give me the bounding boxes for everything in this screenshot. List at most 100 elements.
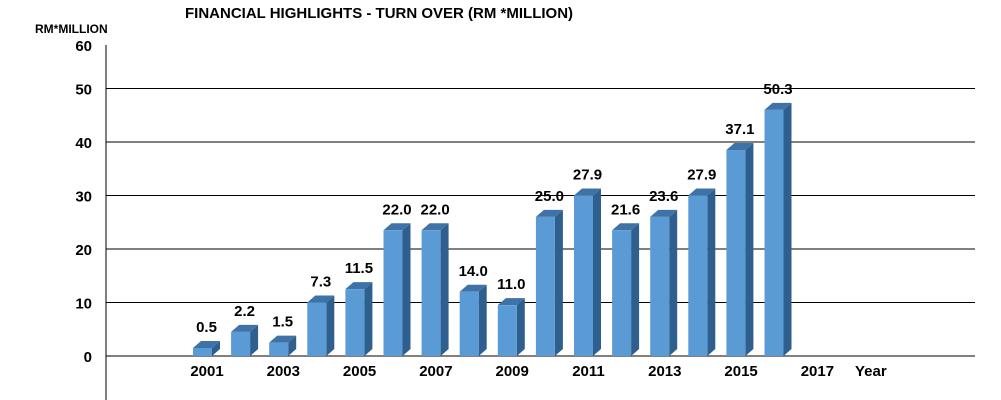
x-axis-label: Year bbox=[855, 363, 887, 380]
bar-top bbox=[193, 340, 220, 348]
bar-front bbox=[421, 230, 441, 356]
y-tick-30: 30 bbox=[75, 189, 92, 206]
bar-front bbox=[383, 230, 403, 356]
bar-front bbox=[193, 347, 212, 356]
bar-top bbox=[383, 223, 411, 231]
data-label-2001: 0.5 bbox=[196, 319, 217, 336]
data-label-2010: 25.0 bbox=[535, 188, 564, 205]
bar-front bbox=[688, 195, 708, 356]
bar-side bbox=[364, 282, 373, 356]
bar-front bbox=[497, 305, 517, 356]
bar-2016 bbox=[764, 102, 792, 357]
bar-2004 bbox=[307, 295, 335, 356]
bar-front bbox=[726, 150, 746, 356]
x-tick-2015: 2015 bbox=[724, 363, 757, 380]
data-label-2013: 23.6 bbox=[649, 188, 678, 205]
bar-front bbox=[231, 331, 251, 356]
bar-top bbox=[231, 324, 259, 332]
data-label-2006: 22.0 bbox=[382, 201, 411, 218]
x-tick-2003: 2003 bbox=[267, 363, 300, 380]
bar-2005 bbox=[345, 282, 373, 356]
bar-2009 bbox=[497, 298, 525, 356]
bar-front bbox=[307, 302, 327, 356]
x-tick-2005: 2005 bbox=[343, 363, 376, 380]
bar-side bbox=[402, 223, 411, 356]
bar-2013 bbox=[650, 209, 678, 356]
data-label-2008: 14.0 bbox=[459, 263, 488, 280]
data-label-2012: 21.6 bbox=[611, 201, 640, 218]
bar-front bbox=[535, 216, 555, 356]
bar-front bbox=[612, 230, 632, 356]
bar-front bbox=[269, 342, 289, 356]
y-tick-0: 0 bbox=[84, 349, 92, 366]
bars bbox=[193, 102, 792, 357]
data-label-2002: 2.2 bbox=[234, 303, 255, 320]
bar-2001 bbox=[193, 340, 220, 356]
data-label-2016: 50.3 bbox=[763, 81, 792, 98]
data-label-2007: 22.0 bbox=[420, 201, 449, 218]
y-axis-unit-label: RM*MILLION bbox=[35, 22, 108, 36]
y-tick-20: 20 bbox=[75, 242, 92, 259]
bar-top bbox=[459, 284, 487, 292]
bar-top bbox=[574, 188, 601, 196]
bar-2011 bbox=[574, 188, 601, 356]
data-label-2014: 27.9 bbox=[687, 167, 716, 184]
bar-side bbox=[212, 340, 220, 356]
bar-top bbox=[764, 102, 792, 110]
data-label-2004: 7.3 bbox=[310, 274, 331, 291]
bar-side bbox=[554, 209, 563, 356]
bar-side bbox=[593, 188, 601, 356]
y-tick-50: 50 bbox=[75, 82, 92, 99]
bar-2014 bbox=[688, 188, 716, 356]
y-tick-labels: 0 10 20 30 40 50 60 bbox=[75, 38, 92, 366]
bar-side bbox=[326, 295, 335, 356]
bar-top bbox=[535, 209, 563, 217]
bar-side bbox=[745, 143, 754, 356]
bar-side bbox=[440, 223, 449, 356]
bar-side bbox=[250, 324, 259, 356]
bar-2002 bbox=[231, 324, 259, 356]
bar-top bbox=[650, 209, 678, 217]
bar-side bbox=[669, 209, 678, 356]
bar-2007 bbox=[421, 223, 449, 356]
data-label-2011: 27.9 bbox=[573, 167, 602, 184]
bar-2003 bbox=[269, 335, 297, 356]
data-labels: 0.5 2.2 1.5 7.3 11.5 22.0 22.0 14.0 11.0 25.0 27.9… bbox=[196, 81, 793, 336]
bar-top bbox=[307, 295, 335, 303]
bar-top bbox=[345, 282, 373, 290]
y-tick-40: 40 bbox=[75, 135, 92, 152]
x-tick-labels: 2001 2003 2005 2007 2009 2011 2013 2015 2017 bbox=[190, 363, 834, 380]
bar-side bbox=[478, 284, 487, 356]
data-label-2015: 37.1 bbox=[725, 121, 754, 138]
bar-front bbox=[574, 195, 593, 356]
bar-side bbox=[288, 335, 297, 356]
chart-title: FINANCIAL HIGHLIGHTS - TURN OVER (RM *MI… bbox=[185, 5, 573, 22]
bar-top bbox=[726, 143, 754, 151]
bar-2008 bbox=[459, 284, 487, 356]
bar-front bbox=[650, 216, 670, 356]
bar-top bbox=[421, 223, 449, 231]
data-label-2005: 11.5 bbox=[345, 260, 373, 277]
y-tick-60: 60 bbox=[75, 38, 92, 55]
x-tick-2017: 2017 bbox=[801, 363, 834, 380]
x-tick-2013: 2013 bbox=[648, 363, 681, 380]
data-label-2003: 1.5 bbox=[272, 314, 293, 331]
bar-top bbox=[497, 298, 525, 306]
x-tick-2007: 2007 bbox=[419, 363, 452, 380]
bar-side bbox=[631, 223, 640, 356]
bar-2012 bbox=[612, 223, 640, 356]
x-tick-2009: 2009 bbox=[496, 363, 529, 380]
bar-top bbox=[269, 335, 297, 343]
bar-2015 bbox=[726, 143, 754, 356]
bar-side bbox=[707, 188, 716, 356]
bar-side bbox=[783, 102, 792, 357]
bar-top bbox=[612, 223, 640, 231]
data-label-2009: 11.0 bbox=[497, 276, 525, 293]
y-tick-10: 10 bbox=[75, 296, 92, 313]
bar-top bbox=[688, 188, 716, 196]
bar-front bbox=[345, 289, 365, 356]
x-tick-2001: 2001 bbox=[190, 363, 223, 380]
bar-front bbox=[764, 109, 784, 357]
bar-2010 bbox=[535, 209, 563, 356]
